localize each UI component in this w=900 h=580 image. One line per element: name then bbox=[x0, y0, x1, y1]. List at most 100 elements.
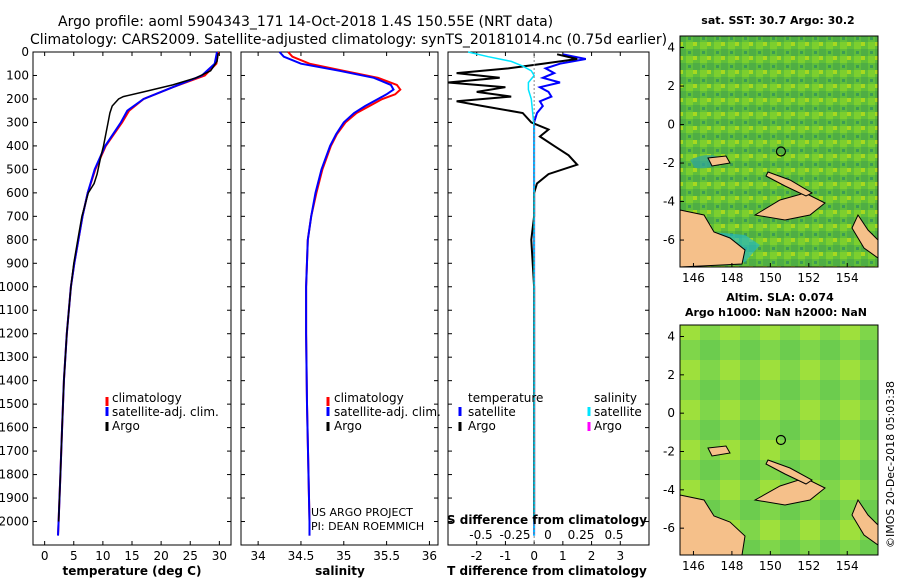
xtick-label-35.5: 35.5 bbox=[373, 549, 400, 563]
series-satellite-adj-clim- bbox=[278, 51, 395, 536]
salinity-panel: 34 34.5 35 35.5 36 climatology satellite-adj… bbox=[240, 51, 441, 578]
title-line1: Argo profile: aoml 5904343_171 14-Oct-20… bbox=[58, 14, 553, 30]
temperature-panel: 0100200300400500600700800900100011001200… bbox=[0, 45, 232, 578]
map-xtick-label-152: 152 bbox=[797, 559, 820, 573]
map-ytick-label--6: -6 bbox=[663, 521, 675, 535]
map-xtick-label-154: 154 bbox=[836, 271, 859, 285]
depth-label-1700: 1700 bbox=[0, 444, 29, 458]
salinity-legend: climatology satellite-adj. clim. Argo bbox=[326, 391, 441, 433]
map-ytick-label--4: -4 bbox=[663, 483, 675, 497]
sla-land-manus bbox=[707, 445, 731, 457]
s-tick-1: -0.25 bbox=[499, 528, 530, 542]
depth-label-1800: 1800 bbox=[0, 468, 29, 482]
sla-title: Altim. SLA: 0.074 bbox=[726, 291, 834, 304]
temperature-xlabel: temperature (deg C) bbox=[63, 564, 202, 578]
map-xtick-label-152: 152 bbox=[797, 271, 820, 285]
sla-argo-marker bbox=[775, 434, 787, 446]
xtick-label-34.5: 34.5 bbox=[288, 549, 315, 563]
legend-climatology: climatology bbox=[112, 391, 182, 405]
depth-label-2000: 2000 bbox=[0, 515, 29, 529]
xtick-label-0: 0 bbox=[41, 549, 49, 563]
map-ytick-label-0: 0 bbox=[667, 406, 675, 420]
xtick-label-34: 34 bbox=[250, 549, 265, 563]
xtick-label-15: 15 bbox=[124, 549, 139, 563]
depth-label-200: 200 bbox=[6, 92, 29, 106]
salinity-xlabel: salinity bbox=[315, 564, 365, 578]
depth-label-1400: 1400 bbox=[0, 374, 29, 388]
depth-label-600: 600 bbox=[6, 186, 29, 200]
sla-land-newireland bbox=[765, 459, 813, 485]
legend2-satellite: satellite-adj. clim. bbox=[334, 405, 441, 419]
xtick-label-0: 0 bbox=[530, 549, 538, 563]
sla-map: Altim. SLA: 0.074 Argo h1000: NaN h2000:… bbox=[663, 291, 879, 573]
imos-watermark: ©IMOS 20-Dec-2018 05:03:38 bbox=[884, 381, 897, 548]
sst-field bbox=[680, 36, 878, 267]
legend3-targo: Argo bbox=[468, 419, 496, 433]
s-tick-0: -0.5 bbox=[469, 528, 492, 542]
legend3-ssat: satellite bbox=[594, 405, 642, 419]
project-label: US ARGO PROJECT bbox=[311, 506, 413, 519]
map-ytick-label-2: 2 bbox=[667, 368, 675, 382]
sst-argo-marker bbox=[775, 146, 787, 157]
depth-label-1500: 1500 bbox=[0, 397, 29, 411]
depth-label-100: 100 bbox=[6, 68, 29, 82]
s-tick-2: 0 bbox=[544, 528, 552, 542]
map-xtick-label-154: 154 bbox=[836, 559, 859, 573]
depth-label-300: 300 bbox=[6, 115, 29, 129]
legend2-argo: Argo bbox=[334, 419, 362, 433]
difference-panel: -2 -1 0 1 2 3 temperature satellite Argo sali… bbox=[447, 51, 650, 578]
xtick-label-25: 25 bbox=[183, 549, 198, 563]
salinity-frame bbox=[240, 51, 439, 546]
depth-label-700: 700 bbox=[6, 209, 29, 223]
s-tick-3: 0.25 bbox=[568, 528, 595, 542]
xtick-label--1: -1 bbox=[499, 549, 511, 563]
pi-label: PI: DEAN ROEMMICH bbox=[311, 520, 424, 533]
xtick-label-10: 10 bbox=[95, 549, 110, 563]
sla-frame bbox=[679, 324, 879, 556]
depth-label-1100: 1100 bbox=[0, 303, 29, 317]
sst-land-newireland bbox=[765, 171, 814, 197]
xtick-label-1: 1 bbox=[559, 549, 567, 563]
xtick-label-35: 35 bbox=[336, 549, 351, 563]
depth-label-0: 0 bbox=[21, 45, 29, 59]
map-ytick-label--2: -2 bbox=[663, 445, 675, 459]
legend-satellite: satellite-adj. clim. bbox=[112, 405, 219, 419]
s-difference-label: S difference from climatology bbox=[447, 513, 647, 527]
legend3-temperature: temperature bbox=[468, 391, 543, 405]
map-xtick-label-148: 148 bbox=[720, 559, 743, 573]
depth-label-1600: 1600 bbox=[0, 421, 29, 435]
map-ytick-label-4: 4 bbox=[667, 41, 675, 55]
series-t-argo bbox=[447, 53, 579, 522]
difference-legend: temperature satellite Argo salinity sate… bbox=[458, 391, 642, 433]
map-ytick-label--4: -4 bbox=[663, 195, 675, 209]
sst-ticks: 146 148 150 152 154 4 2 0 -2 -4 -6 bbox=[663, 41, 859, 285]
depth-label-400: 400 bbox=[6, 139, 29, 153]
s-tick-4: 0.5 bbox=[604, 528, 623, 542]
series-s-satellite bbox=[467, 51, 536, 536]
temperature-legend: climatology satellite-adj. clim. Argo bbox=[105, 391, 219, 433]
temperature-lines bbox=[57, 51, 220, 536]
xtick-label-2: 2 bbox=[588, 549, 596, 563]
legend3-tsat: satellite bbox=[468, 405, 516, 419]
legend2-climatology: climatology bbox=[334, 391, 404, 405]
difference-lines bbox=[447, 51, 587, 545]
xtick-label-20: 20 bbox=[153, 549, 168, 563]
title-line2: Climatology: CARS2009. Satellite-adjuste… bbox=[30, 32, 667, 48]
difference-frame bbox=[447, 51, 650, 546]
map-ytick-label--2: -2 bbox=[663, 156, 675, 170]
s-difference-ticks: -0.5 -0.25 0 0.25 0.5 bbox=[469, 528, 623, 542]
depth-label-1000: 1000 bbox=[0, 280, 29, 294]
salinity-depth-ticks bbox=[241, 51, 438, 523]
salinity-lines bbox=[278, 51, 402, 536]
series-satellite-adj-clim- bbox=[57, 51, 218, 536]
series-climatology bbox=[287, 51, 402, 536]
sst-frame bbox=[679, 35, 879, 268]
difference-depth-ticks bbox=[448, 51, 649, 523]
map-ytick-label--6: -6 bbox=[663, 233, 675, 247]
depth-label-900: 900 bbox=[6, 256, 29, 270]
series-climatology bbox=[57, 51, 220, 536]
legend-argo: Argo bbox=[112, 419, 140, 433]
sst-title: sat. SST: 30.7 Argo: 30.2 bbox=[701, 14, 854, 27]
map-ytick-label-4: 4 bbox=[667, 330, 675, 344]
